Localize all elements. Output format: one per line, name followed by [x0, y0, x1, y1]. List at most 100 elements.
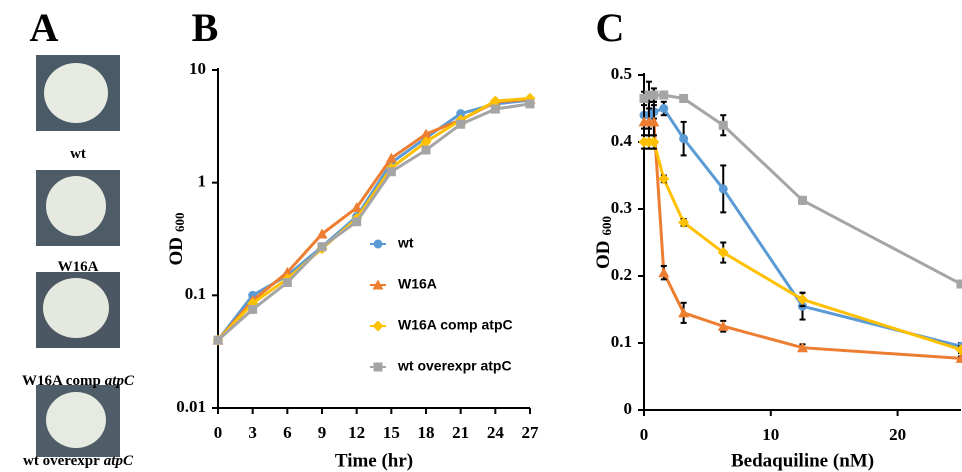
- marker: [955, 352, 962, 363]
- y-tick-label: 0.01: [176, 397, 206, 416]
- y-tick-label: 0.1: [611, 332, 632, 351]
- colony: [44, 63, 108, 123]
- marker: [456, 109, 466, 119]
- caption-label: W16A comp: [22, 373, 101, 389]
- caption-label: wt overexpr: [23, 453, 100, 469]
- y-axis-label: OD 600: [166, 213, 187, 266]
- x-tick-label: 15: [383, 423, 400, 442]
- caption-label: wt: [70, 146, 86, 162]
- marker: [797, 293, 808, 305]
- panel-label: A: [30, 5, 59, 50]
- marker: [525, 99, 535, 109]
- marker: [281, 266, 293, 277]
- x-tick-label: 6: [283, 423, 292, 442]
- colony-caption: wt overexpr atpC: [23, 453, 134, 469]
- legend-label: wt: [397, 235, 414, 251]
- marker: [955, 344, 962, 356]
- colony: [46, 392, 106, 448]
- marker: [648, 116, 660, 127]
- x-tick-label: 9: [318, 423, 327, 442]
- marker: [797, 342, 808, 353]
- marker: [659, 90, 669, 100]
- x-tick-label: 0: [214, 423, 223, 442]
- colony-caption: wt: [70, 146, 86, 162]
- marker: [317, 242, 327, 252]
- series-line: [216, 96, 531, 342]
- y-tick-label: 0: [624, 399, 633, 418]
- marker: [316, 228, 328, 239]
- panel-label: B: [192, 5, 219, 50]
- marker: [420, 136, 432, 148]
- marker: [213, 335, 223, 345]
- marker: [489, 95, 501, 107]
- y-tick-label: 0.5: [611, 64, 632, 83]
- marker: [658, 173, 670, 185]
- y-tick-label: 1: [198, 172, 207, 191]
- marker: [644, 90, 654, 100]
- y-tick-label: 10: [189, 59, 206, 78]
- x-tick-label: 10: [762, 425, 779, 444]
- x-tick-label: 20: [889, 425, 906, 444]
- marker: [679, 134, 689, 144]
- marker: [456, 119, 466, 129]
- marker: [678, 216, 690, 228]
- legend-marker: [373, 362, 383, 372]
- marker: [717, 247, 729, 259]
- colony: [46, 176, 106, 236]
- marker: [490, 104, 500, 114]
- x-tick-label: 21: [452, 423, 469, 442]
- legend-label: W16A: [398, 276, 437, 292]
- series-line: [644, 120, 962, 360]
- marker: [679, 93, 689, 103]
- legend-marker: [372, 279, 384, 290]
- marker: [420, 128, 432, 139]
- marker: [639, 93, 649, 103]
- marker: [678, 307, 690, 318]
- legend-marker: [372, 320, 384, 332]
- caption-label: W16A: [58, 259, 99, 275]
- marker: [658, 267, 670, 278]
- y-tick-label: 0.3: [611, 198, 632, 217]
- marker: [659, 104, 669, 113]
- marker: [351, 202, 363, 213]
- y-tick-label: 0.2: [611, 265, 632, 284]
- colony-images: [36, 55, 120, 457]
- x-tick-label: 0: [640, 425, 649, 444]
- marker: [385, 152, 397, 163]
- marker: [386, 167, 396, 177]
- colony-caption: W16A comp atpC: [22, 373, 135, 389]
- marker: [248, 304, 258, 314]
- caption-gene: atpC: [105, 373, 135, 389]
- colony-caption: W16A: [58, 259, 99, 275]
- panel-label: C: [596, 5, 625, 50]
- marker: [718, 120, 728, 130]
- y-tick-label: 0.1: [185, 284, 206, 303]
- series-line: [216, 98, 531, 342]
- series-line: [217, 102, 531, 342]
- marker: [717, 320, 729, 331]
- x-tick-label: 24: [487, 423, 505, 442]
- y-axis-label: OD 600: [593, 216, 614, 269]
- x-tick-label: 18: [418, 423, 435, 442]
- marker: [649, 90, 659, 100]
- x-axis-label: Time (hr): [335, 450, 413, 471]
- y-axis-label-sub: 600: [599, 216, 614, 236]
- x-tick-label: 3: [248, 423, 257, 442]
- marker: [718, 184, 728, 194]
- legend-label: W16A comp atpC: [398, 317, 513, 333]
- legend-marker: [373, 239, 383, 249]
- y-tick-label: 0.4: [611, 131, 633, 150]
- legend-label: wt overexpr atpC: [397, 358, 512, 374]
- y-axis-label-main: OD: [593, 241, 614, 270]
- series-line: [216, 97, 531, 342]
- x-tick-label: 12: [348, 423, 365, 442]
- colony: [43, 278, 109, 338]
- caption-gene: atpC: [104, 453, 134, 469]
- marker: [956, 279, 962, 289]
- series-line: [643, 93, 962, 286]
- marker: [798, 195, 807, 205]
- y-axis-label-sub: 600: [172, 213, 187, 233]
- x-axis-label: Bedaquiline (nM): [731, 450, 874, 471]
- marker: [352, 217, 362, 227]
